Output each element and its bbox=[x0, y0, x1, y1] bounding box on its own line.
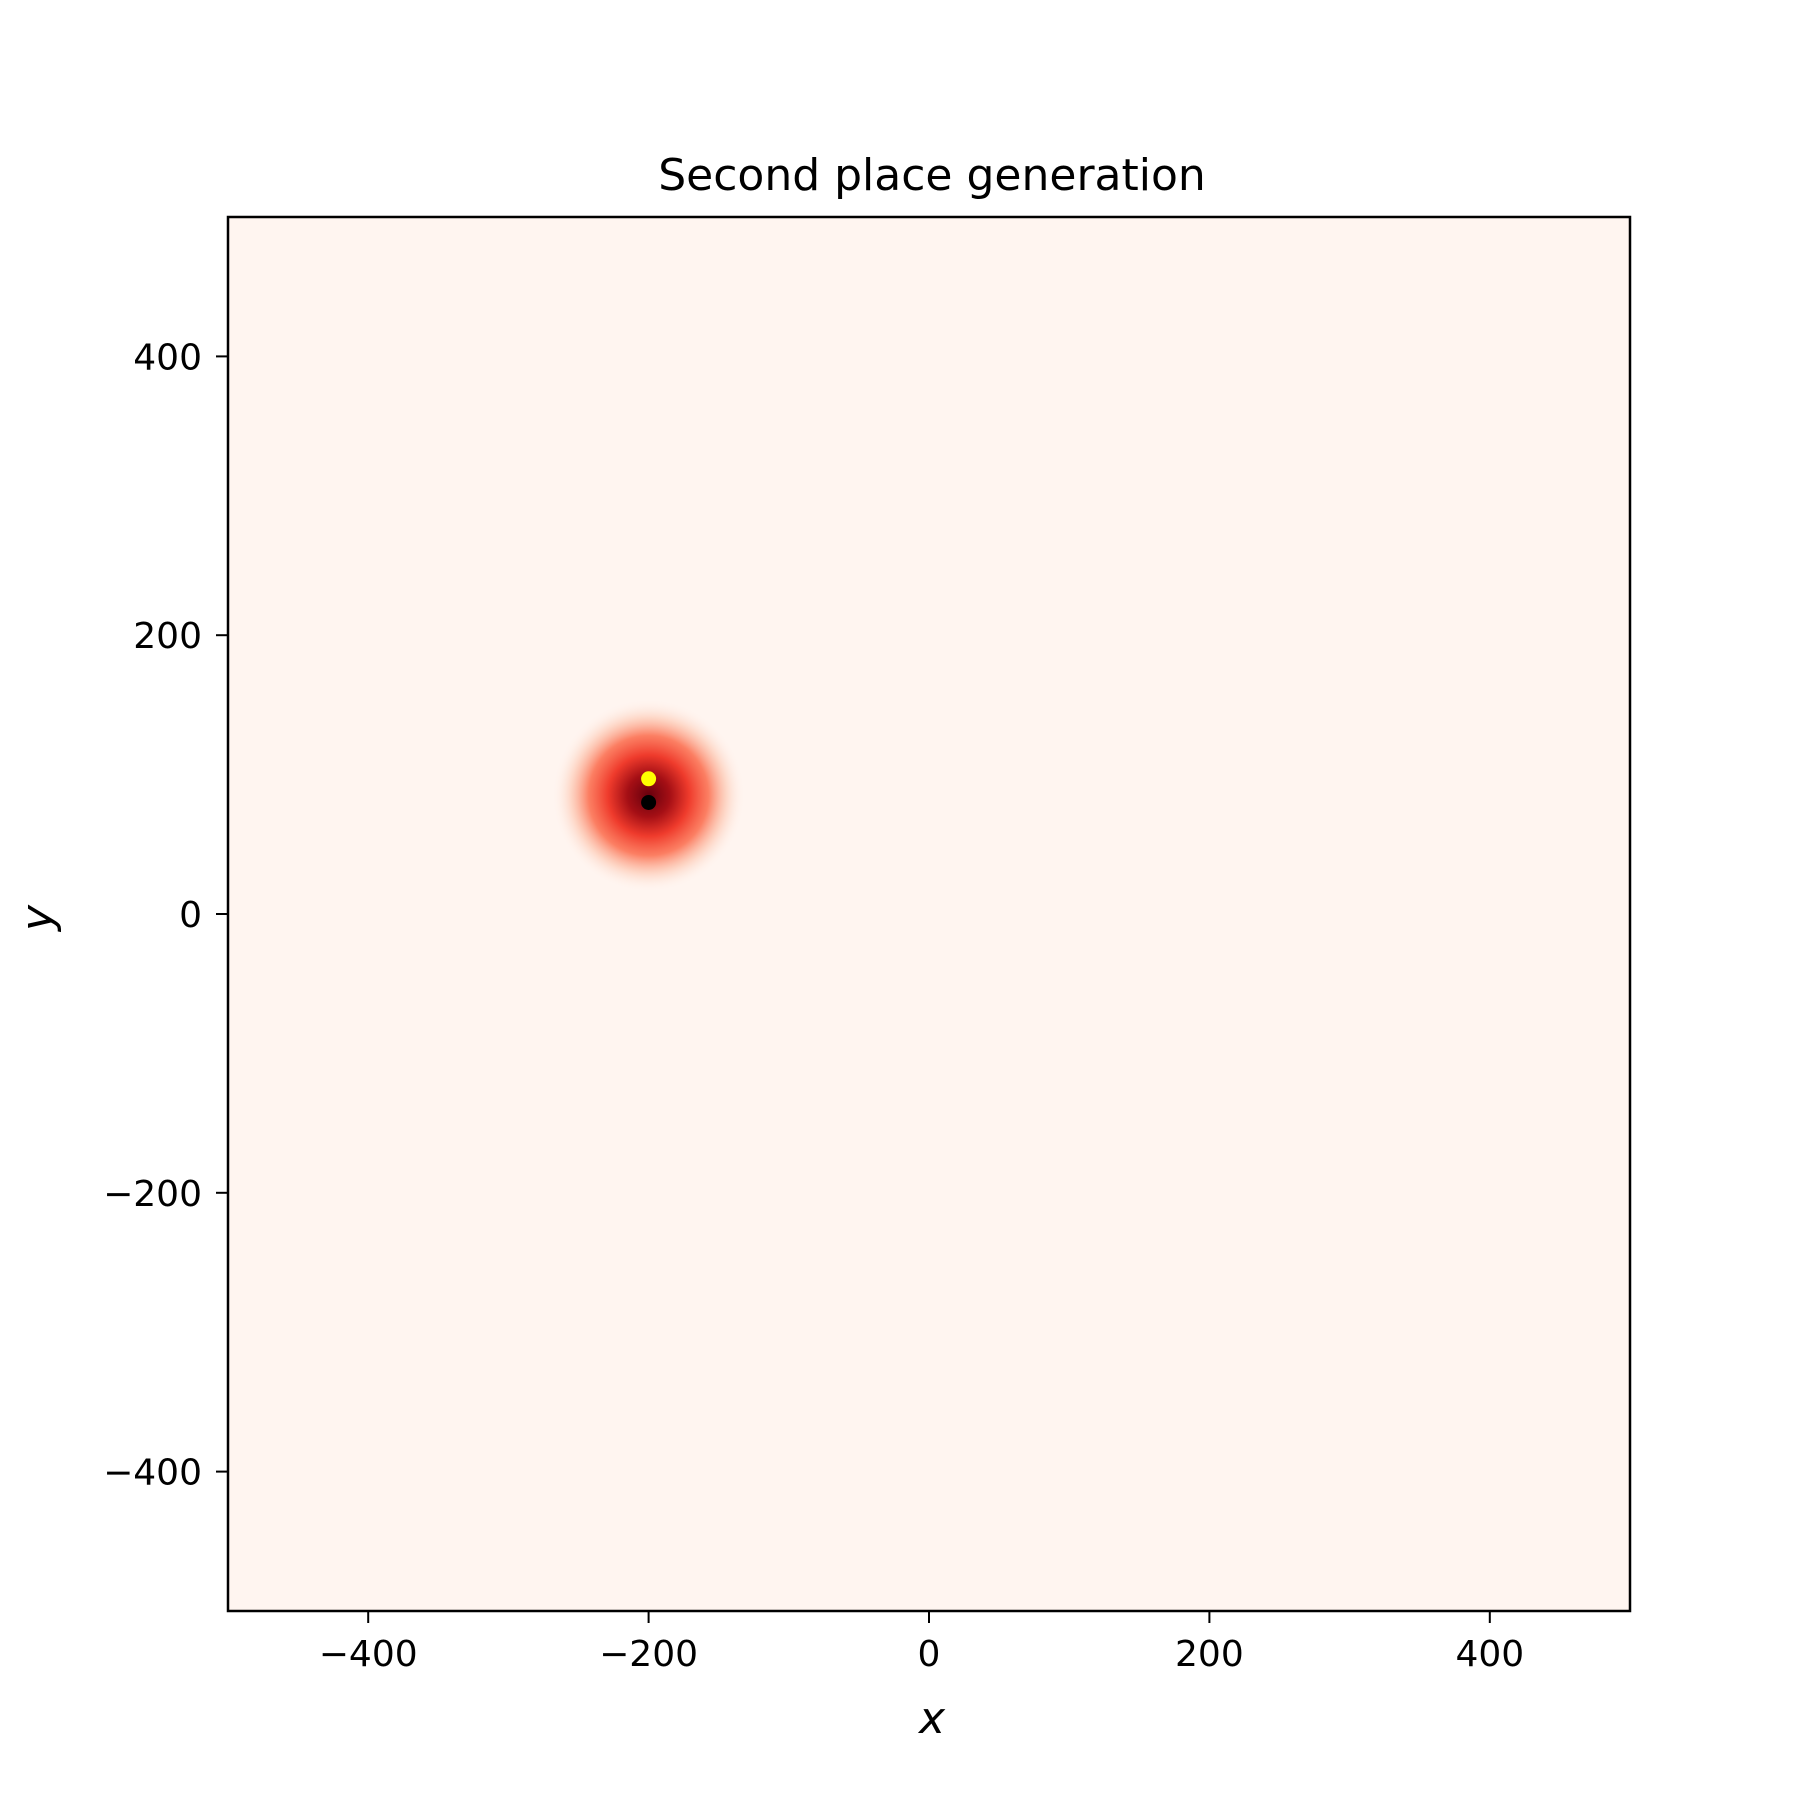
points-layer bbox=[641, 771, 657, 810]
y-tick-label: 200 bbox=[133, 616, 202, 657]
x-tick-label: −200 bbox=[599, 1634, 698, 1675]
data-point-1 bbox=[641, 794, 657, 810]
y-tick-label: −400 bbox=[103, 1453, 202, 1494]
x-tick-label: 0 bbox=[918, 1634, 941, 1675]
y-tick-label: −200 bbox=[103, 1174, 202, 1215]
x-tick-label: 200 bbox=[1175, 1634, 1244, 1675]
y-axis-ticks: −400 −200 0 200 400 bbox=[103, 337, 228, 1494]
x-tick-label: 400 bbox=[1455, 1634, 1524, 1675]
heatmap-background bbox=[228, 217, 1630, 1611]
x-axis-ticks: −400 −200 0 200 400 bbox=[319, 1611, 1524, 1675]
x-axis-label: x bbox=[917, 1693, 946, 1744]
data-point-0 bbox=[641, 771, 657, 787]
chart-title: Second place generation bbox=[658, 150, 1206, 201]
x-tick-label: −400 bbox=[319, 1634, 418, 1675]
y-axis-label: y bbox=[12, 904, 63, 933]
y-tick-label: 400 bbox=[133, 337, 202, 378]
plot-area bbox=[226, 215, 1632, 1613]
y-tick-label: 0 bbox=[179, 895, 202, 936]
